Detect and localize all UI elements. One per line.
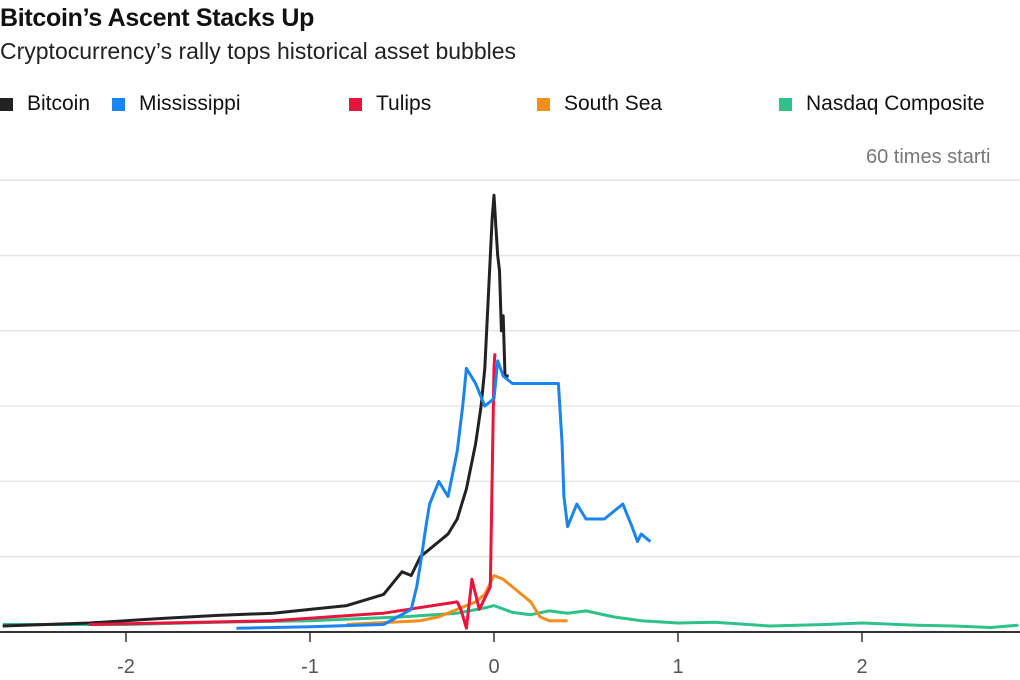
legend-item-south-sea: South Sea [537,92,662,116]
legend-label: Bitcoin [27,92,91,115]
x-tick-label: 2 [856,656,867,678]
legend-item-nasdaq-composite: Nasdaq Composite [779,92,985,116]
legend-swatch [537,97,550,111]
series-line-south-sea [346,574,568,626]
x-tick-label: 1 [672,656,683,678]
x-tick-label: -2 [117,656,135,678]
chart-subtitle: Cryptocurrency’s rally tops historical a… [0,38,517,64]
legend-swatch [0,97,13,111]
legend-label: South Sea [564,92,663,115]
series-line-bitcoin [2,193,509,628]
x-tick-label: -1 [301,656,319,678]
legend-label: Nasdaq Composite [806,92,985,115]
legend-item-bitcoin: Bitcoin [0,92,90,116]
legend-swatch [779,97,792,111]
legend-swatch [112,97,125,111]
x-tick-label: 0 [488,656,499,678]
legend-item-tulips: Tulips [349,92,431,116]
series-line-tulips [89,353,497,630]
legend-label: Mississippi [139,92,241,115]
y-axis-note: 60 times starti [866,146,991,168]
series-line-nasdaq-composite [2,604,1019,629]
legend-item-mississippi: Mississippi [112,92,241,116]
legend-swatch [349,97,362,111]
legend-label: Tulips [376,92,432,115]
chart-title: Bitcoin’s Ascent Stacks Up [0,4,315,32]
series-line-mississippi [236,359,652,630]
